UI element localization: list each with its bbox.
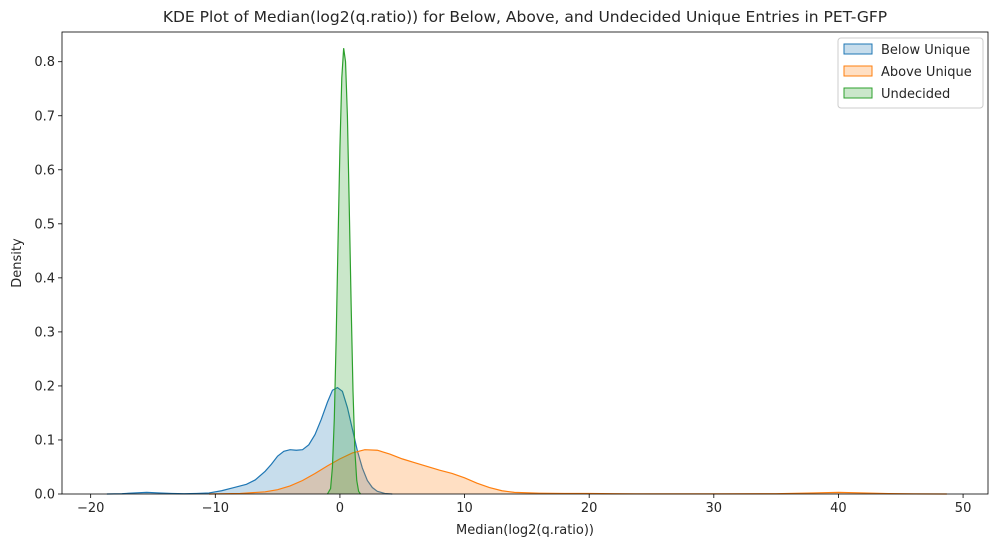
x-tick-label: 10 — [456, 501, 473, 516]
x-tick-label: 50 — [955, 501, 972, 516]
y-tick-label: 0.0 — [34, 488, 55, 503]
legend-item-undecided: Undecided — [843, 87, 950, 102]
series-layer — [106, 48, 947, 495]
legend-swatch-below — [843, 43, 873, 55]
x-tick-label: −20 — [77, 501, 104, 516]
y-tick-label: 0.8 — [34, 55, 55, 70]
plot-frame — [61, 31, 989, 495]
x-tick-label: 30 — [706, 501, 723, 516]
series-line-above-unique — [209, 449, 947, 495]
plot-background — [62, 32, 988, 494]
chart-title: KDE Plot of Median(log2(q.ratio)) for Be… — [163, 8, 887, 26]
series-area-below-unique — [106, 387, 393, 494]
y-tick-label: 0.6 — [34, 163, 55, 178]
legend-label-above: Above Unique — [881, 65, 972, 80]
legend-frame — [837, 37, 984, 109]
y-axis-title: Density — [10, 238, 25, 288]
x-tick-label: 0 — [336, 501, 344, 516]
y-tick-label: 0.7 — [34, 109, 55, 124]
y-tick-label: 0.5 — [34, 217, 55, 232]
legend-item-above: Above Unique — [843, 65, 972, 80]
plot-area — [61, 31, 989, 495]
legend: Below Unique Above Unique Undecided — [837, 37, 984, 109]
legend-swatch-undecided — [843, 87, 873, 99]
x-tick-label: 20 — [581, 501, 598, 516]
x-axis-title: Median(log2(q.ratio)) — [456, 523, 594, 538]
x-tick-label: −10 — [202, 501, 229, 516]
y-tick-label: 0.3 — [34, 325, 55, 340]
y-tick-label: 0.2 — [34, 379, 55, 394]
legend-label-below: Below Unique — [881, 43, 970, 58]
x-tick-label: 40 — [830, 501, 847, 516]
legend-label-undecided: Undecided — [881, 87, 950, 102]
legend-item-below: Below Unique — [843, 43, 970, 58]
x-axis: −20 −10 0 10 20 30 40 50 — [77, 494, 971, 516]
y-tick-label: 0.4 — [34, 271, 55, 286]
legend-swatch-above — [843, 65, 873, 77]
series-area-above-unique — [209, 449, 947, 494]
y-tick-label: 0.1 — [34, 433, 55, 448]
series-line-undecided — [326, 48, 361, 495]
y-axis: 0.0 0.1 0.2 0.3 0.4 0.5 0.6 0.7 0.8 — [34, 55, 62, 503]
